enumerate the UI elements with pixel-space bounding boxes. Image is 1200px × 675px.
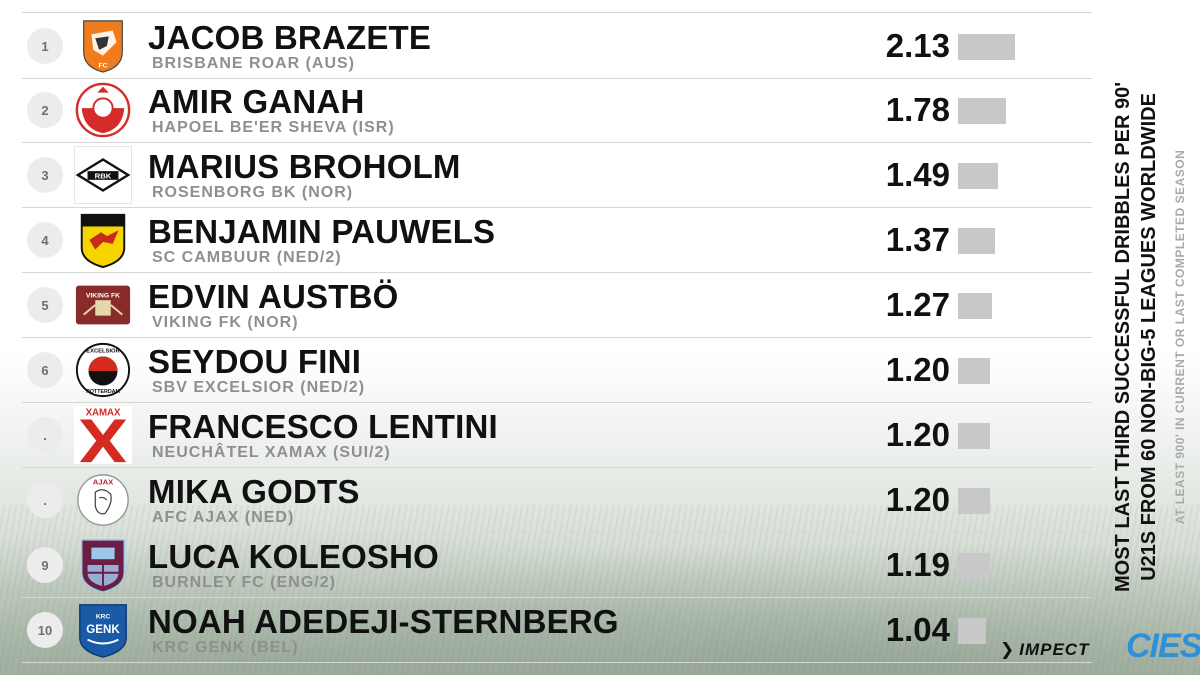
hapoel-beer-sheva-crest [74,81,132,139]
player-name: SEYDOU FINI [148,343,362,380]
rank-badge: 1 [27,28,63,64]
player-name: AMIR GANAH [148,83,365,120]
player-row: 4 BENJAMIN PAUWELS SC CAMBUUR (NED/2) 1.37 [22,207,1092,273]
svg-text:VIKING FK: VIKING FK [86,292,120,299]
player-name: NOAH ADEDEJI-STERNBERG [148,603,619,640]
rank-badge: 10 [27,612,63,648]
player-name: MIKA GODTS [148,473,360,510]
value-bar [958,618,986,644]
value-bar [958,163,998,189]
chart-footnote: AT LEAST 900' IN CURRENT OR LAST COMPLET… [1173,149,1187,525]
value-label: 1.20 [885,351,950,388]
chart-title: MOST LAST THIRD SUCCESSFUL DRIBBLES PER … [1110,27,1162,647]
value-label: 1.49 [885,156,950,193]
value-bar [958,228,995,254]
value-bar [958,553,990,579]
burnley-crest [74,536,132,594]
rank-badge: . [27,417,63,453]
club-name: SBV EXCELSIOR (NED/2) [152,379,366,396]
value-label: 1.20 [885,481,950,518]
chart-title-line1: MOST LAST THIRD SUCCESSFUL DRIBBLES PER … [1112,82,1134,592]
value-bar [958,98,1006,124]
chart-title-line2: U21S FROM 60 NON-BIG-5 LEAGUES WORLDWIDE [1138,93,1160,581]
xamax-crest: XAMAX [74,406,132,464]
player-row: 5 VIKING FK EDVIN AUSTBÖ VIKING FK (NOR) 1.2… [22,272,1092,338]
player-name: EDVIN AUSTBÖ [148,278,399,315]
chevron-right-icon: ❯ [1000,640,1016,659]
player-name: LUCA KOLEOSHO [148,538,440,575]
value-label: 1.04 [885,611,950,648]
club-name: VIKING FK (NOR) [152,314,299,331]
svg-text:ROTTERDAM: ROTTERDAM [86,389,120,395]
player-row: . XAMAX FRANCESCO LENTINI NEUCHÂTEL XAMAX (… [22,402,1092,468]
player-name: JACOB BRAZETE [148,19,432,56]
club-name: KRC GENK (BEL) [152,639,299,656]
value-label: 1.27 [885,286,950,323]
player-row: 3 RBK MARIUS BROHOLM ROSENBORG BK (NOR) 1.49 [22,142,1092,208]
rosenborg-crest: RBK [74,146,132,204]
rank-badge: 9 [27,547,63,583]
impect-logo-text: IMPECT [1019,640,1090,659]
value-bar [958,358,990,384]
value-label: 1.19 [885,546,950,583]
svg-text:RBK: RBK [95,171,112,180]
value-bar [958,34,1015,60]
value-bar [958,423,990,449]
player-name: FRANCESCO LENTINI [148,408,498,445]
value-label: 1.78 [885,91,950,128]
rank-badge: 3 [27,157,63,193]
club-name: HAPOEL BE'ER SHEVA (ISR) [152,119,395,136]
svg-text:KRC: KRC [96,613,111,620]
player-row: 1 FC JACOB BRAZETE BRISBANE ROAR (AUS) 2.13 [22,12,1092,79]
excelsior-crest: EXCELSIOR ROTTERDAM [74,341,132,399]
svg-text:EXCELSIOR: EXCELSIOR [86,349,120,355]
player-name: MARIUS BROHOLM [148,148,461,185]
player-row: . AJAX MIKA GODTS AFC AJAX (NED) 1.20 [22,467,1092,533]
value-label: 2.13 [885,27,950,64]
sc-cambuur-crest [74,211,132,269]
club-name: ROSENBORG BK (NOR) [152,184,354,201]
svg-text:GENK: GENK [86,623,120,636]
player-row: 2 AMIR GANAH HAPOEL BE'ER SHEVA (ISR) 1.78 [22,77,1092,143]
rank-badge: 4 [27,222,63,258]
viking-fk-crest: VIKING FK [74,276,132,334]
value-bar [958,293,992,319]
club-name: BURNLEY FC (ENG/2) [152,574,336,591]
svg-text:AJAX: AJAX [93,478,114,487]
impect-logo: ❯ IMPECT [1000,640,1089,660]
player-row: 10 KRC GENK NOAH ADEDEJI-STERNBERG KRC GENK … [22,597,1092,663]
genk-crest: KRC GENK [74,601,132,659]
ajax-crest: AJAX [74,471,132,529]
rank-badge: . [27,482,63,518]
club-name: BRISBANE ROAR (AUS) [152,55,355,72]
cies-logo: CIES [1126,627,1200,665]
player-name: BENJAMIN PAUWELS [148,213,496,250]
rank-badge: 6 [27,352,63,388]
value-label: 1.20 [885,416,950,453]
player-row: 6 EXCELSIOR ROTTERDAM SEYDOU FINI SBV EXCELS… [22,337,1092,403]
brisbane-roar-crest: FC [74,17,132,75]
club-name: NEUCHÂTEL XAMAX (SUI/2) [152,444,391,461]
value-bar [958,488,990,514]
value-label: 1.37 [885,221,950,258]
club-name: SC CAMBUUR (NED/2) [152,249,342,266]
svg-text:XAMAX: XAMAX [86,408,121,419]
club-name: AFC AJAX (NED) [152,509,295,526]
rank-badge: 2 [27,92,63,128]
rank-badge: 5 [27,287,63,323]
svg-text:FC: FC [99,62,108,69]
player-row: 9 LUCA KOLEOSHO BURNLEY FC (ENG/2) 1.19 [22,532,1092,598]
